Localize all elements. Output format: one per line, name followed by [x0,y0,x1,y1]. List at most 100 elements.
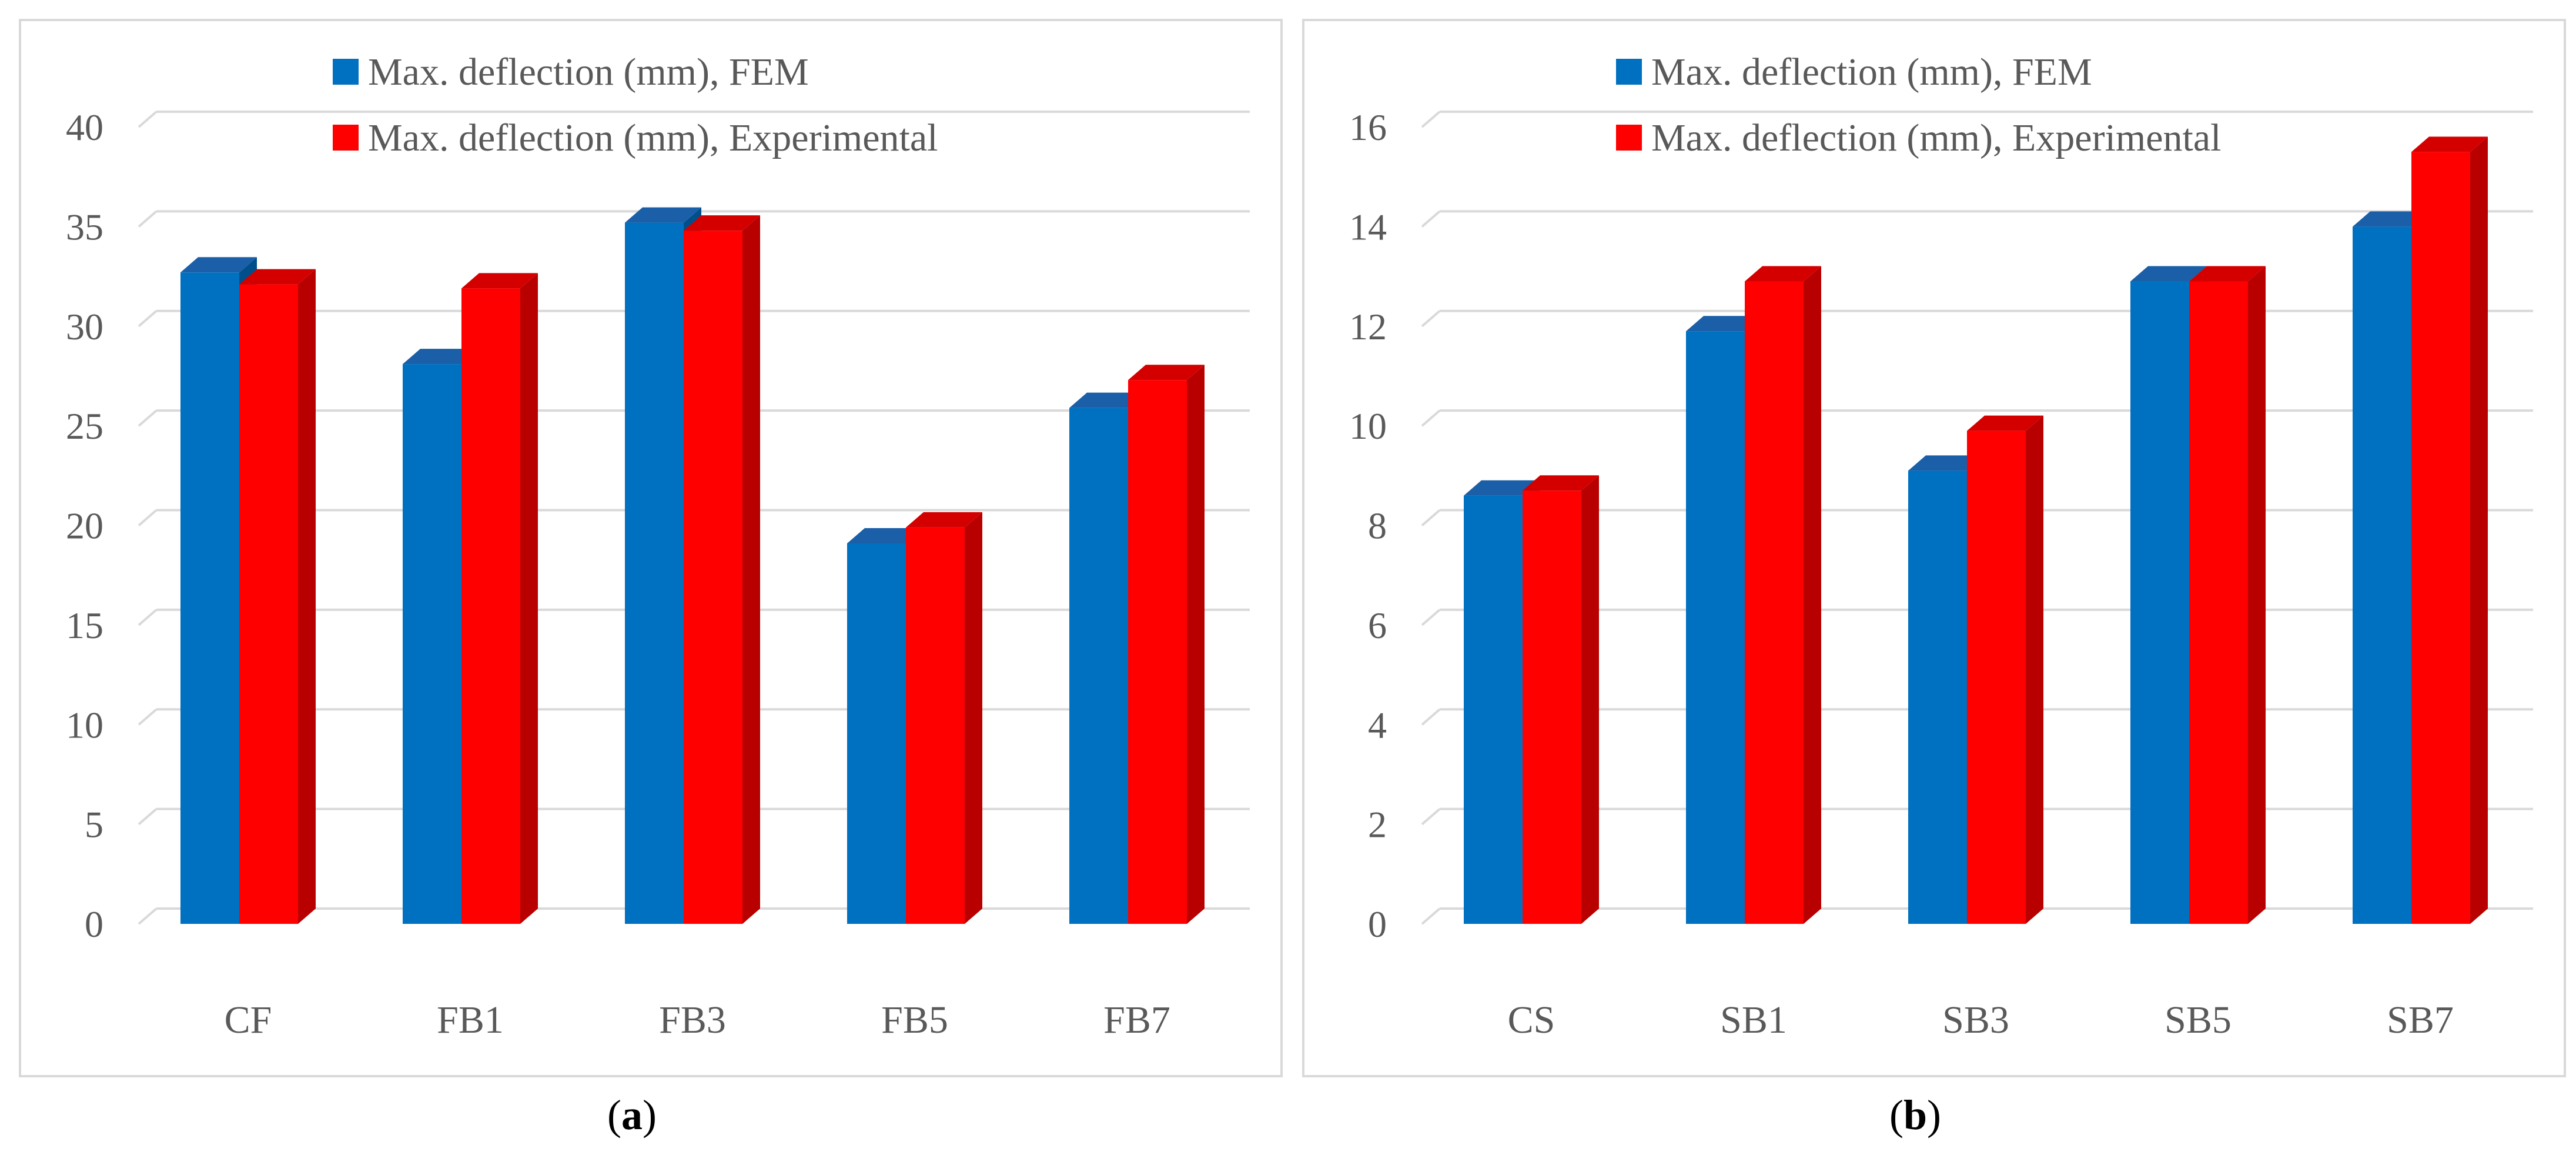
bar-side-exp-FB3 [742,215,760,924]
gridline-depth [1421,808,1441,826]
gridline-depth [138,808,158,826]
gridline-depth [138,310,158,328]
bar-exp-CF [239,284,298,924]
y-tick-label: 10 [1349,405,1387,447]
bar-top-exp-CS [1523,475,1599,491]
y-tick-label: 10 [66,704,103,746]
gridline-depth [138,509,158,527]
gridline-depth [138,609,158,626]
bar-exp-FB7 [1128,380,1187,924]
bar-top-fem-FB5 [847,528,924,543]
bar-top-exp-FB7 [1128,365,1205,380]
gridline-depth [138,111,158,128]
y-tick-label: 16 [1349,106,1387,148]
y-tick-label: 14 [1349,206,1387,248]
bar-fem-CF [180,272,239,924]
bar-fem-FB3 [625,222,684,924]
chart-b: 0 2 4 6 8 10 12 14 16 Max. deflection (mm), FEM Ma… [1349,51,2533,1041]
y-tick-label: 0 [1368,903,1387,945]
bar-top-fem-SB1 [1686,316,1762,332]
x-tick-label: FB7 [1103,999,1170,1041]
gridline-depth [1421,609,1441,626]
gridline-depth [138,907,158,925]
bar-fem-FB5 [847,543,906,924]
bar-top-fem-SB3 [1908,455,1985,471]
bar-exp-SB7 [2411,152,2470,924]
gridline-depth [1421,907,1441,925]
bar-side-exp-FB1 [520,273,538,924]
bar-exp-SB5 [2189,281,2248,924]
gridline-depth [1421,210,1441,228]
bar-fem-SB1 [1686,331,1745,924]
y-tick-label: 35 [66,206,103,248]
legend-swatch [333,125,359,151]
bar-fem-SB3 [1908,470,1967,924]
x-tick-label: FB5 [881,999,948,1041]
bar-top-fem-FB3 [625,207,701,223]
chart-panel-a: 0 5 10 15 20 25 30 35 40 Max. deflection (mm), FE… [19,19,1283,1077]
bar-top-exp-SB1 [1745,266,1821,282]
caption-b-open: ( [1889,1091,1903,1139]
x-tick-label: SB7 [2387,999,2454,1041]
caption-a-letter: a [621,1091,643,1139]
gridline-depth [138,409,158,427]
x-tick-label: SB1 [1720,999,1787,1041]
bar-top-exp-FB5 [906,512,982,528]
bar-side-exp-CF [298,269,316,924]
gridline-depth [138,210,158,228]
y-tick-label: 40 [66,106,103,148]
caption-a-close: ) [643,1091,657,1139]
gridline-depth [1421,409,1441,427]
bar-side-exp-SB5 [2248,266,2266,924]
bar-exp-SB3 [1967,430,2026,924]
bar-top-exp-SB5 [2189,266,2266,282]
bar-top-exp-SB7 [2411,136,2488,152]
bar-side-exp-CS [1581,475,1599,924]
bar-top-exp-CF [239,269,316,285]
chart-panel-b: 0 2 4 6 8 10 12 14 16 Max. deflection (mm), FEM Ma… [1302,19,2566,1077]
bar-top-exp-FB3 [684,215,760,231]
caption-a: (a) [607,1091,657,1140]
bar-exp-SB1 [1745,281,1804,924]
bar-top-fem-SB5 [2130,266,2207,282]
x-tick-label: CS [1508,999,1555,1041]
bar-exp-FB3 [684,231,742,924]
y-tick-label: 5 [85,804,103,846]
y-tick-label: 6 [1368,605,1387,646]
bar-side-exp-SB7 [2470,136,2488,924]
bar-top-exp-FB1 [461,273,538,289]
bar-fem-SB7 [2353,226,2411,924]
y-tick-label: 25 [66,405,103,447]
bar-fem-SB5 [2130,281,2189,924]
y-tick-label: 8 [1368,505,1387,547]
bar-fem-CS [1464,495,1523,924]
bar-top-fem-CS [1464,480,1540,496]
gridline-depth [138,708,158,726]
bar-top-exp-SB3 [1967,415,2043,431]
y-tick-label: 2 [1368,804,1387,846]
y-tick-label: 15 [66,605,103,646]
bar-top-fem-FB1 [403,349,479,365]
bar-top-fem-FB7 [1069,392,1146,408]
bar-top-fem-SB7 [2353,211,2429,227]
bar-side-exp-SB1 [1804,266,1821,924]
x-tick-label: SB3 [1942,999,2009,1041]
bar-fem-FB7 [1069,408,1128,924]
gridline-depth [1421,111,1441,128]
bar-side-exp-FB5 [965,512,982,924]
gridline-depth [1421,310,1441,328]
bar-side-exp-FB7 [1187,365,1205,924]
bar-exp-CS [1523,490,1581,924]
gridline-depth [1421,509,1441,527]
y-tick-label: 30 [66,306,103,348]
bar-fem-FB1 [403,364,461,924]
y-tick-label: 12 [1349,306,1387,348]
bar-exp-FB1 [461,288,520,924]
legend-swatch [1616,59,1642,85]
bar-top-fem-CF [180,257,257,273]
caption-b: (b) [1889,1091,1941,1140]
y-tick-label: 20 [66,505,103,547]
x-tick-label: SB5 [2164,999,2232,1041]
caption-a-open: ( [607,1091,621,1139]
chart-a: 0 5 10 15 20 25 30 35 40 Max. deflection (mm), FE… [66,51,1250,1041]
